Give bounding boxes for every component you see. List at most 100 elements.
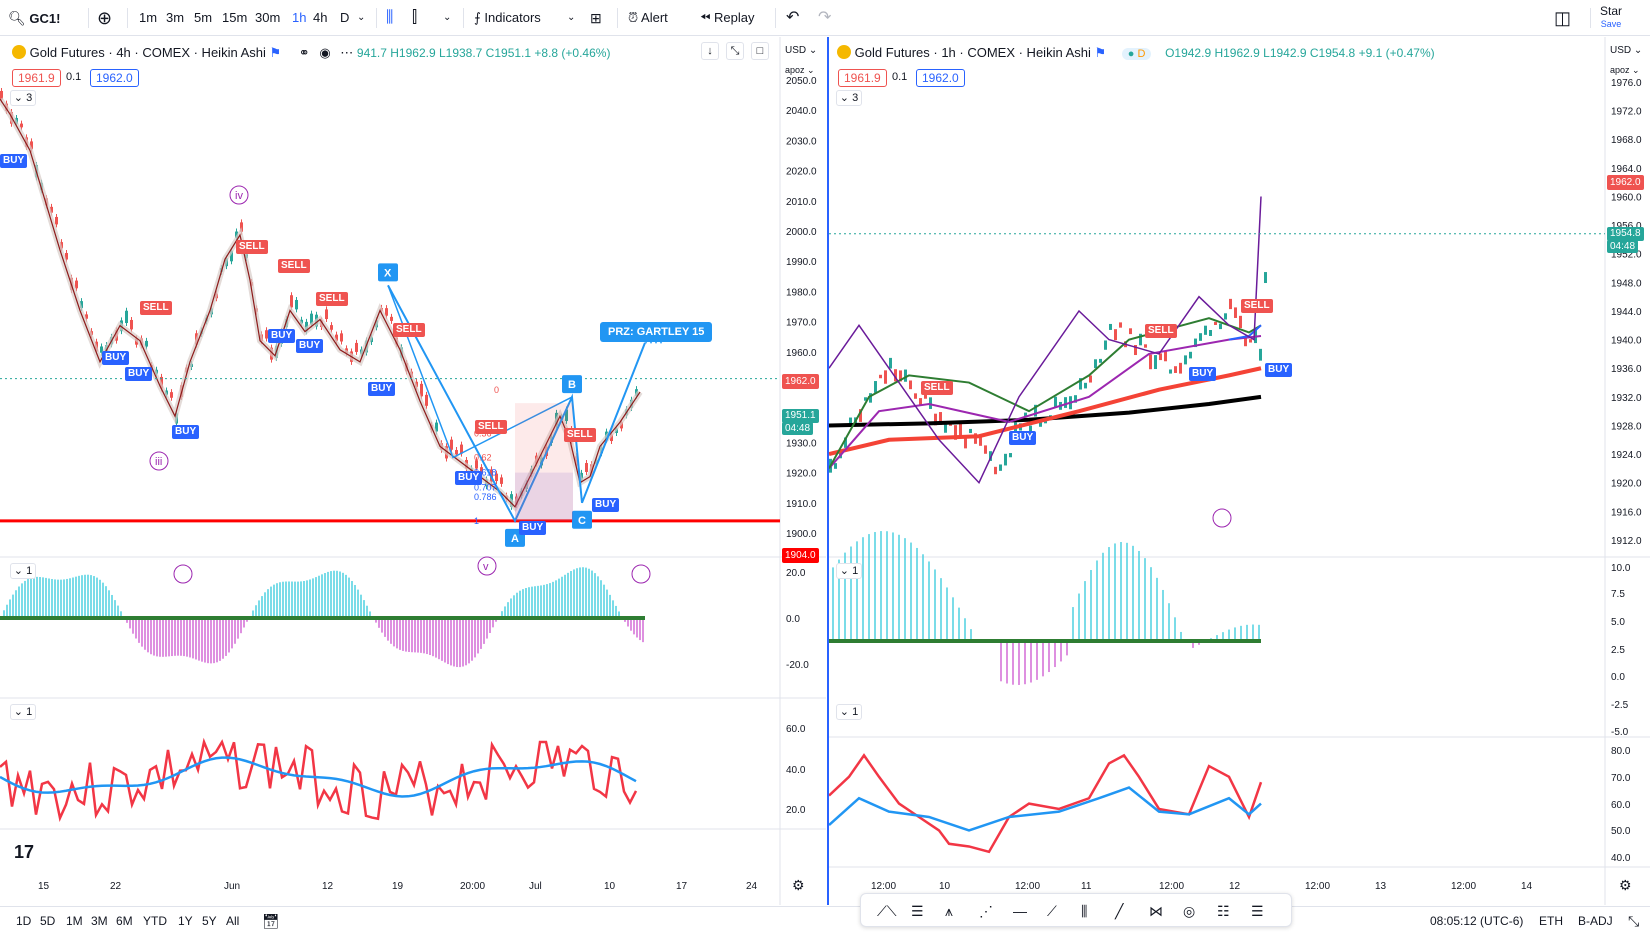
right-osc-collapse-button[interactable]: ⌄ 1 — [836, 563, 862, 579]
templates-grid-icon[interactable]: ⊞ — [590, 10, 602, 26]
right-settings-gear-icon[interactable]: ⚙ — [1619, 877, 1632, 893]
left-currency-select[interactable]: USD ⌄ — [785, 45, 818, 56]
candle — [1174, 366, 1177, 373]
bars-style-icon[interactable]: ⫼ — [386, 9, 394, 26]
gann-icon[interactable]: ☷ — [1217, 903, 1230, 919]
right-last-price-tag: 1954.8 — [1607, 227, 1644, 241]
time-tick-label: 10 — [604, 881, 616, 892]
left-maximize-icon[interactable]: □ — [751, 42, 769, 60]
right-currency-select[interactable]: USD ⌄ — [1610, 45, 1643, 56]
left-link-icon[interactable]: ⚭ — [298, 45, 310, 60]
brush-icon[interactable]: ⟋ — [1047, 903, 1057, 919]
horizontal-ray-icon[interactable]: — — [1013, 903, 1027, 919]
candle — [1134, 345, 1137, 356]
replay-button[interactable]: ⏪︎ Replay — [700, 0, 755, 36]
left-scale-select[interactable]: apoz ⌄ — [785, 65, 815, 75]
candles-style-icon[interactable]: ⫿ — [412, 9, 418, 26]
right-chart-canvas[interactable]: 1976.0 1972.0 1968.0 1964.0 1960.0 1956.0 1952… — [829, 37, 1650, 905]
interval-5m[interactable]: 5m — [194, 10, 213, 25]
osc-tick-label: 0.0 — [1611, 672, 1625, 683]
indicators-button[interactable]: ⨍ Indicators — [474, 0, 541, 36]
fib-zone — [515, 403, 573, 521]
candle — [974, 433, 977, 444]
range-ytd[interactable]: YTD — [143, 914, 167, 928]
save-button[interactable]: Star Save — [1600, 5, 1622, 31]
indicators-dropdown-icon[interactable]: ⌄ — [567, 12, 576, 23]
menu-lines-icon[interactable]: ☰ — [1251, 903, 1264, 919]
right-rsi-collapse-button[interactable]: ⌄ 1 — [836, 704, 862, 720]
range-5y[interactable]: 5Y — [202, 914, 217, 928]
left-spread: 0.1 — [66, 71, 82, 83]
chart-type-dropdown-icon[interactable]: ⌄ — [443, 12, 452, 23]
left-eye-icon[interactable]: ◉ — [319, 45, 331, 60]
xabcd-pattern-icon[interactable]: ⋈ — [1149, 903, 1163, 919]
left-rsi-collapse-button[interactable]: ⌄ 1 — [10, 704, 36, 720]
left-main-collapse-button[interactable]: ⌄ 3 — [10, 90, 36, 106]
left-chart-canvas[interactable]: 2050.0 2040.0 2030.0 2020.0 2010.0 2000.0 1990… — [0, 37, 826, 905]
expand-icon[interactable]: ⤡ — [1628, 913, 1640, 929]
range-1d[interactable]: 1D — [16, 914, 32, 928]
candle — [999, 464, 1002, 471]
signal-buy: BUY — [172, 425, 200, 439]
candle — [1034, 404, 1037, 417]
left-flag-icon: ⚑ — [269, 45, 282, 60]
goto-date-icon[interactable]: 📅︎ — [262, 913, 280, 929]
search-icon: 🔍︎ — [8, 10, 26, 26]
range-5d[interactable]: 5D — [40, 914, 56, 928]
candle — [1249, 339, 1252, 343]
range-1y[interactable]: 1Y — [178, 914, 193, 928]
pattern-icon[interactable]: ⩚ — [945, 903, 953, 919]
interval-dropdown-icon[interactable]: ⌄ — [357, 12, 366, 23]
fib-icon[interactable]: ⋰ — [979, 903, 993, 919]
signal-sell: SELL — [278, 259, 310, 273]
trend-angle-icon[interactable]: ⟋⟍ — [877, 903, 897, 919]
left-series-title[interactable]: Gold Futures · 4h · COMEX · Heikin Ashi — [29, 45, 266, 60]
left-ask-box[interactable]: 1962.0 — [90, 69, 139, 87]
range-1m[interactable]: 1M — [66, 914, 83, 928]
interval-1m[interactable]: 1m — [139, 10, 158, 25]
compare-add-icon[interactable]: ⊕ — [97, 8, 113, 28]
right-series-title[interactable]: Gold Futures · 1h · COMEX · Heikin Ashi — [854, 45, 1091, 60]
horizontal-lines-icon[interactable]: ☰ — [911, 903, 924, 919]
spiral-icon[interactable]: ◎ — [1183, 903, 1196, 919]
time-tick-label: 10 — [939, 881, 951, 892]
adjust-toggle[interactable]: B-ADJ — [1578, 914, 1613, 928]
right-ask-box[interactable]: 1962.0 — [916, 69, 965, 87]
candle — [1009, 453, 1012, 458]
left-collapse-icon[interactable]: ⤡ — [726, 42, 744, 60]
alert-button[interactable]: ⏰︎ Alert — [628, 0, 668, 36]
price-tick-label: 1960.0 — [786, 348, 817, 359]
interval-4h[interactable]: 4h — [313, 10, 328, 25]
right-scale-select[interactable]: apoz ⌄ — [1610, 65, 1640, 75]
rsi-tick-label: 40.0 — [1611, 853, 1631, 864]
left-chart-pane[interactable]: 2050.0 2040.0 2030.0 2020.0 2010.0 2000.0 1990… — [0, 37, 826, 905]
candle — [1139, 333, 1142, 346]
range-all[interactable]: All — [226, 914, 240, 928]
interval-30m[interactable]: 30m — [255, 10, 281, 25]
session-toggle[interactable]: ETH — [1539, 914, 1563, 928]
undo-icon[interactable]: ↶ — [786, 9, 800, 26]
interval-15m[interactable]: 15m — [222, 10, 248, 25]
redo-icon[interactable]: ↷ — [818, 9, 832, 26]
line-tool-icon[interactable]: ╱ — [1115, 903, 1124, 919]
interval-1h[interactable]: 1h — [292, 10, 307, 25]
time-tick-label: 15 — [38, 881, 50, 892]
left-more-icon[interactable]: ⋯ — [340, 45, 354, 60]
range-3m[interactable]: 3M — [91, 914, 108, 928]
range-6m[interactable]: 6M — [116, 914, 133, 928]
osc-tick-label: 5.0 — [1611, 617, 1625, 628]
left-bid-box[interactable]: 1961.9 — [12, 69, 61, 87]
parallel-channel-icon[interactable]: ⫼ — [1081, 903, 1088, 919]
interval-D[interactable]: D — [340, 10, 350, 25]
left-scroll-down-icon[interactable]: ↓ — [701, 42, 719, 60]
left-osc-collapse-button[interactable]: ⌄ 1 — [10, 563, 36, 579]
right-main-collapse-button[interactable]: ⌄ 3 — [836, 90, 862, 106]
right-bid-box[interactable]: 1961.9 — [838, 69, 887, 87]
left-settings-gear-icon[interactable]: ⚙ — [792, 877, 805, 893]
clock[interactable]: 08:05:12 (UTC-6) — [1430, 914, 1524, 928]
right-chart-pane[interactable]: 1976.0 1972.0 1968.0 1964.0 1960.0 1956.0 1952… — [827, 37, 1650, 905]
interval-3m[interactable]: 3m — [166, 10, 185, 25]
signal-sell: SELL — [140, 301, 172, 315]
layout-icon[interactable]: ◫ — [1554, 8, 1572, 28]
symbol-search[interactable]: 🔍︎ GC1! — [8, 0, 60, 36]
